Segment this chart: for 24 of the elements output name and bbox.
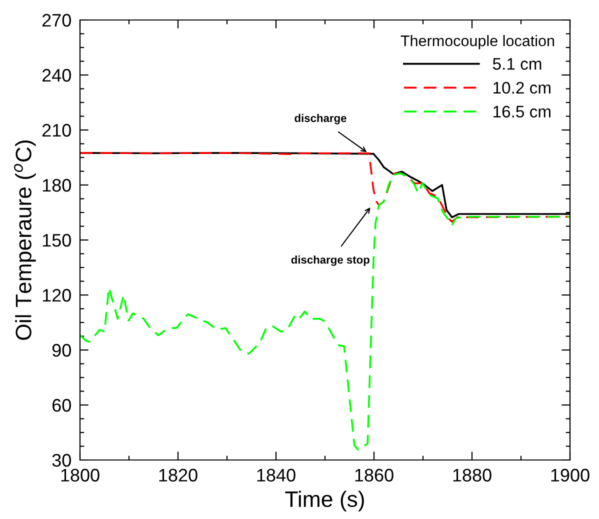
y-tick-label: 30	[52, 454, 71, 467]
y-tick-label: 120	[42, 288, 71, 302]
legend-label: 10.2 cm	[494, 82, 550, 94]
y-tick-label: 150	[42, 234, 71, 247]
annotation: discharge stop	[291, 256, 370, 266]
x-tick-label: 1840	[257, 468, 296, 482]
x-tick-label: 1880	[453, 468, 492, 482]
x-tick-label: 1860	[355, 468, 394, 482]
y-axis-title: Oil Temperaure ($^{o}$C)	[14, 140, 36, 340]
legend-title: Thermocouple location	[400, 35, 554, 50]
x-tick-label: 1800	[61, 468, 100, 482]
annotation: discharge	[294, 114, 346, 124]
y-tick-label: 180	[42, 178, 71, 192]
legend-label: 5.1 cm	[492, 58, 542, 70]
y-tick-label: 60	[52, 398, 71, 412]
x-axis-title: Time (s)	[285, 490, 364, 512]
line-series	[80, 172, 570, 451]
y-tick-label: 270	[42, 14, 71, 27]
x-tick-label: 1900	[551, 468, 590, 482]
x-tick-label: 1820	[159, 468, 198, 482]
y-tick-label: 240	[42, 68, 71, 82]
legend-label: 16.5 cm	[494, 106, 550, 118]
y-tick-label: 210	[42, 124, 71, 137]
y-tick-label: 90	[52, 344, 71, 357]
